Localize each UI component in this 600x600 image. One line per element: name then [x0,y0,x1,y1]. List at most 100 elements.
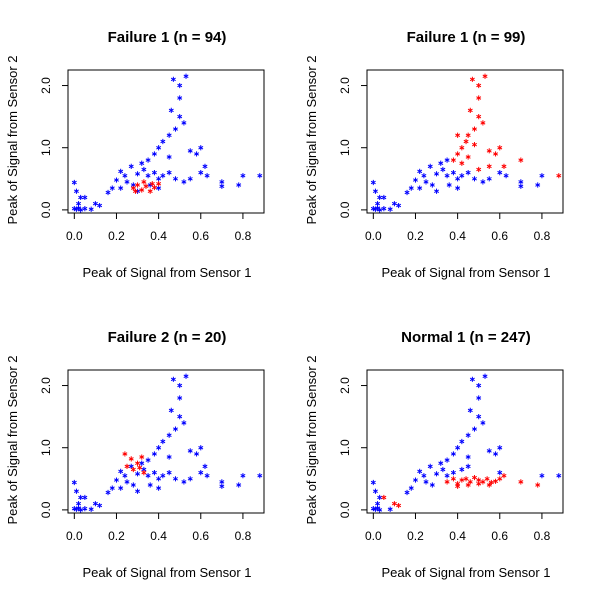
x-tick-label: 0.4 [150,229,167,243]
data-points [370,73,562,213]
data-point [219,179,225,185]
data-point [444,457,450,463]
data-point [177,382,183,389]
y-axis-label: Peak of Signal from Sensor 2 [304,355,319,524]
data-point [71,179,77,186]
data-point [137,465,143,471]
y-tick-label: 0.0 [338,501,352,518]
data-point [132,188,138,194]
data-point [417,185,423,191]
data-point [375,501,381,507]
data-point [434,471,440,477]
data-point [183,373,189,379]
data-point [377,194,383,201]
data-point [556,173,562,179]
data-point [198,145,204,151]
data-point [122,451,128,457]
data-point [434,171,440,177]
data-point [183,73,189,79]
data-point [450,469,456,476]
data-point [145,173,151,179]
data-point [375,505,381,511]
data-point [450,451,456,457]
data-point [139,160,145,166]
data-point [387,506,393,512]
data-point [423,179,429,185]
data-point [427,163,433,169]
data-point [396,202,402,209]
data-point [370,479,376,486]
data-point [377,507,383,513]
data-point [166,432,172,438]
x-tick-label: 0.0 [365,529,382,543]
data-point [412,477,418,483]
data-point [493,151,499,157]
data-point [518,157,524,163]
x-tick-label: 0.6 [491,229,508,243]
x-tick-label: 0.8 [534,229,551,243]
data-point [459,145,465,151]
y-tick-label: 1.0 [39,139,53,156]
data-point [535,482,541,488]
data-point [455,176,461,182]
data-point [78,494,84,501]
data-point [465,432,471,438]
x-axis-label: Peak of Signal from Sensor 1 [82,565,251,580]
data-point [177,414,183,420]
data-point [377,207,383,213]
data-point [166,469,172,476]
plot-frame [366,69,564,214]
data-point [429,182,435,188]
data-point [151,169,157,176]
data-point [423,479,429,485]
data-point [497,469,503,476]
data-point [450,169,456,176]
data-point [444,157,450,163]
data-point [187,176,193,182]
data-point [145,457,151,463]
y-tick-label: 1.0 [338,439,352,456]
data-point [404,189,410,196]
data-point [412,177,418,183]
y-axis-label: Peak of Signal from Sensor 2 [304,55,319,224]
data-point [97,202,103,209]
data-point [204,173,210,179]
data-point [128,163,134,169]
y-tick-label: 0.0 [338,201,352,218]
data-point [172,176,178,182]
x-tick-label: 0.0 [365,229,382,243]
data-point [92,501,98,507]
data-point [82,194,88,201]
data-point [139,454,145,460]
x-tick-label: 0.6 [192,529,209,543]
data-point [257,173,263,179]
plot-frame [67,69,265,214]
data-point [396,502,402,509]
panel-normal-1-n247: Normal 1 (n = 247) Peak of Signal from S… [304,329,564,580]
data-point [372,188,378,194]
data-point [177,95,183,101]
data-point [71,479,77,486]
data-point [172,476,178,482]
x-tick-label: 0.8 [235,229,252,243]
data-point [417,168,423,174]
data-point [381,206,387,212]
data-point [156,181,162,187]
data-point [118,468,124,474]
data-point [109,185,115,191]
data-point [88,206,94,212]
data-point [463,138,469,145]
x-tick-label: 0.6 [192,229,209,243]
data-point [118,485,124,491]
y-axis-ticks: 0.0 1.0 2.0 [39,377,68,518]
data-point [518,183,524,189]
x-tick-label: 0.0 [66,229,83,243]
data-point [198,469,204,476]
data-point [122,173,128,179]
panel-failure-1-n94: Failure 1 (n = 94) Peak of Signal from S… [5,29,265,280]
data-point [391,201,397,207]
data-point [476,414,482,420]
data-point [139,187,145,193]
data-point [375,201,381,207]
y-tick-label: 1.0 [338,139,352,156]
